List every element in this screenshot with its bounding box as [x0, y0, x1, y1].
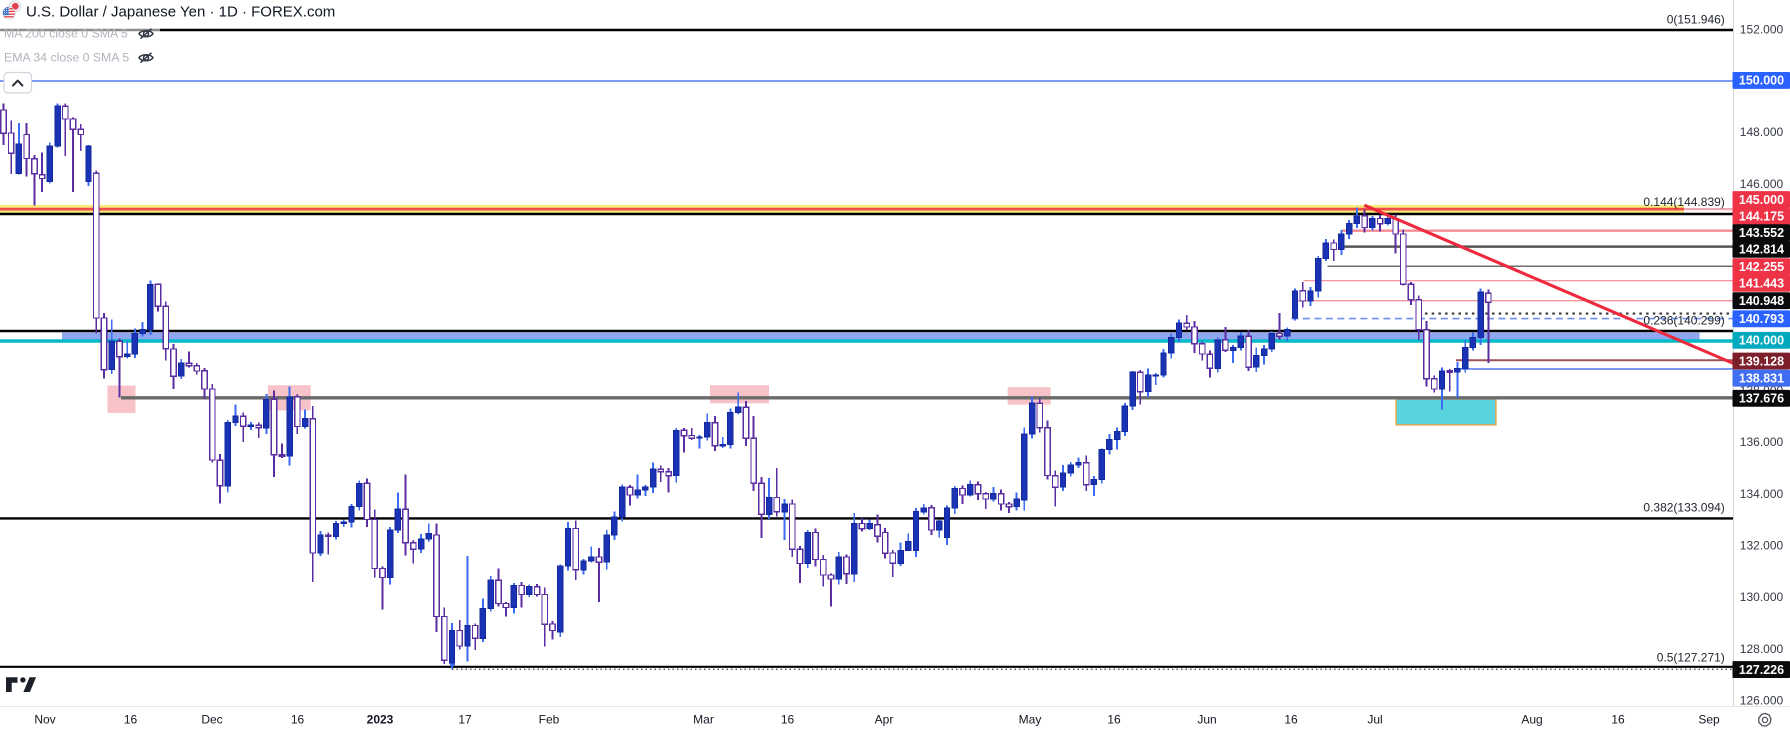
svg-text:141.443: 141.443 [1739, 277, 1784, 291]
svg-text:16: 16 [124, 713, 138, 727]
svg-text:140.000: 140.000 [1739, 334, 1784, 348]
svg-text:16: 16 [1284, 713, 1298, 727]
svg-text:148.000: 148.000 [1740, 125, 1784, 139]
svg-text:16: 16 [1611, 713, 1625, 727]
svg-text:17: 17 [458, 713, 472, 727]
svg-text:146.000: 146.000 [1740, 177, 1784, 191]
svg-text:143.552: 143.552 [1739, 226, 1784, 240]
svg-text:126.000: 126.000 [1740, 694, 1784, 708]
svg-text:144.175: 144.175 [1739, 209, 1784, 223]
svg-text:140.948: 140.948 [1739, 294, 1784, 308]
svg-text:134.000: 134.000 [1740, 487, 1784, 501]
svg-text:128.000: 128.000 [1740, 642, 1784, 656]
svg-text:Apr: Apr [875, 713, 894, 727]
svg-text:Aug: Aug [1521, 713, 1542, 727]
svg-text:U.S. Dollar / Japanese Yen · 1: U.S. Dollar / Japanese Yen · 1D · FOREX.… [26, 4, 335, 21]
svg-text:130.000: 130.000 [1740, 590, 1784, 604]
svg-text:EMA 34 close 0 SMA 5: EMA 34 close 0 SMA 5 [4, 51, 129, 65]
svg-text:142.814: 142.814 [1739, 243, 1784, 257]
svg-text:MA 200 close 0 SMA 5: MA 200 close 0 SMA 5 [4, 27, 128, 41]
svg-text:136.000: 136.000 [1740, 435, 1784, 449]
svg-text:139.128: 139.128 [1739, 354, 1784, 368]
svg-text:0.382(133.094): 0.382(133.094) [1643, 501, 1724, 515]
svg-text:0.5(127.271): 0.5(127.271) [1657, 650, 1725, 664]
svg-text:Sep: Sep [1698, 713, 1720, 727]
svg-text:137.676: 137.676 [1739, 392, 1784, 406]
svg-text:May: May [1019, 713, 1042, 727]
svg-text:Jul: Jul [1367, 713, 1382, 727]
svg-text:150.000: 150.000 [1739, 74, 1784, 88]
svg-text:2023: 2023 [367, 713, 394, 727]
svg-text:138.831: 138.831 [1739, 371, 1784, 385]
svg-text:16: 16 [291, 713, 305, 727]
svg-text:16: 16 [781, 713, 795, 727]
svg-text:Nov: Nov [34, 713, 55, 727]
svg-text:140.793: 140.793 [1739, 312, 1784, 326]
svg-text:127.226: 127.226 [1739, 663, 1784, 677]
svg-text:Feb: Feb [539, 713, 560, 727]
svg-text:Dec: Dec [201, 713, 222, 727]
svg-text:132.000: 132.000 [1740, 539, 1784, 553]
svg-text:16: 16 [1107, 713, 1121, 727]
svg-text:152.000: 152.000 [1740, 22, 1784, 36]
svg-text:Jun: Jun [1197, 713, 1216, 727]
svg-text:0.236(140.299): 0.236(140.299) [1643, 313, 1724, 327]
svg-text:0(151.946): 0(151.946) [1667, 13, 1725, 27]
svg-text:0.144(144.839): 0.144(144.839) [1643, 195, 1724, 209]
svg-text:142.255: 142.255 [1739, 260, 1784, 274]
svg-text:Mar: Mar [693, 713, 714, 727]
svg-text:145.000: 145.000 [1739, 193, 1784, 207]
